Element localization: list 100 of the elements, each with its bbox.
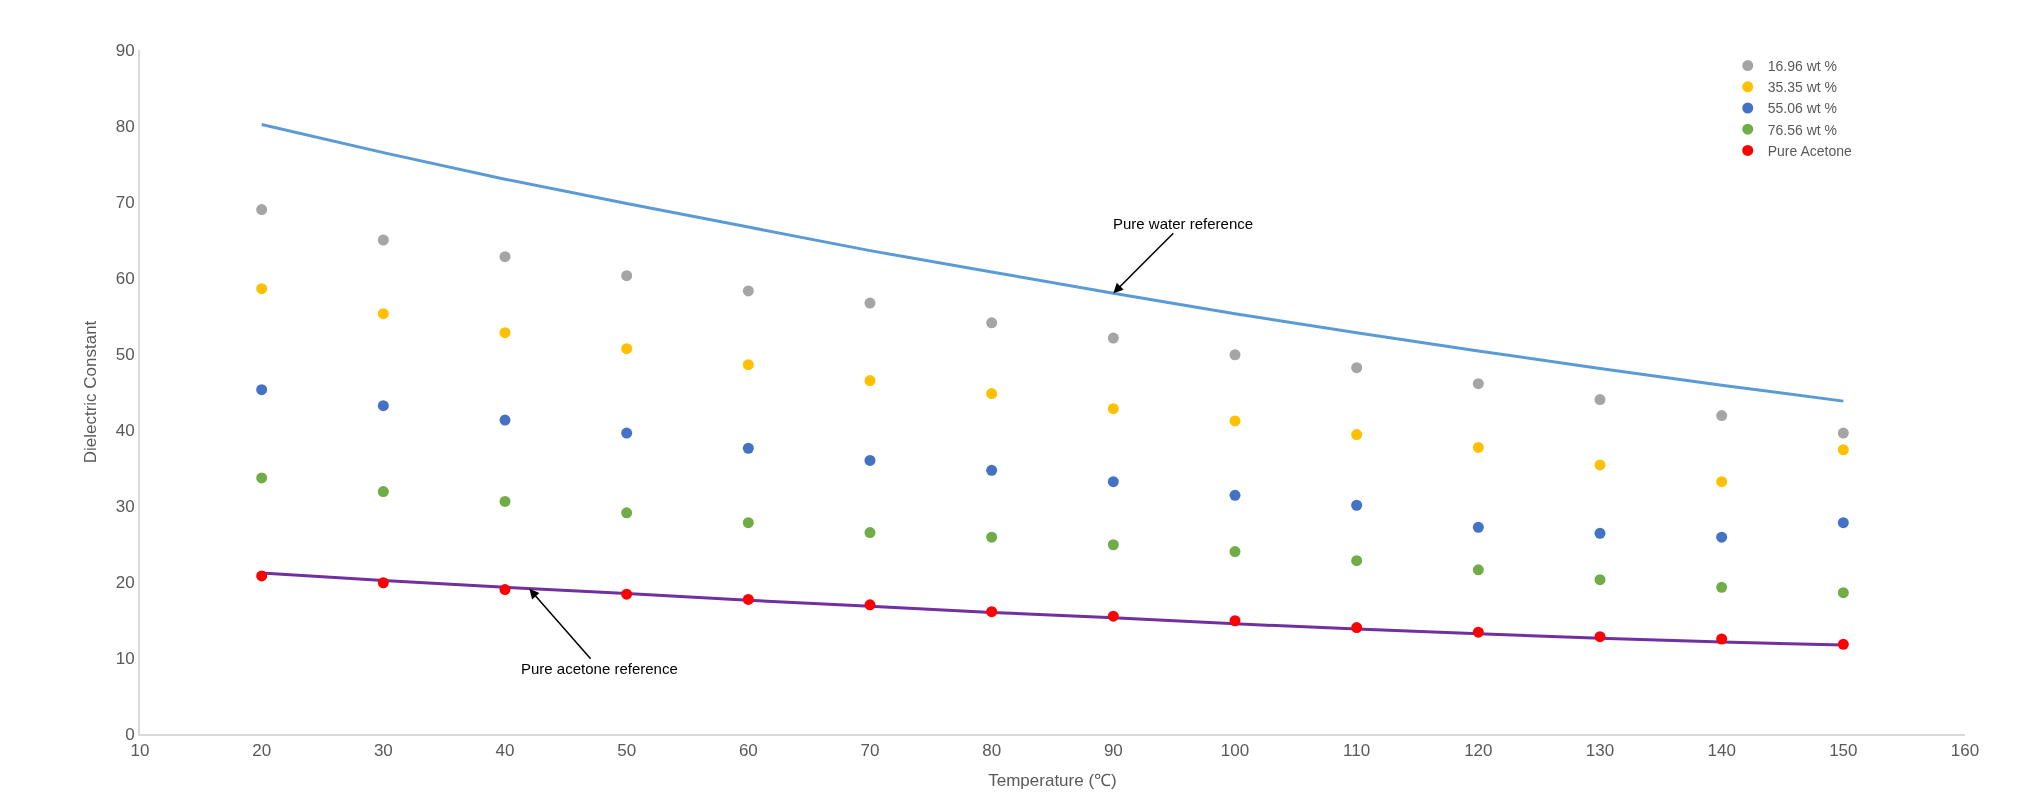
point: [377, 308, 389, 320]
point: [1472, 521, 1484, 533]
x-tick-label: 110: [1343, 741, 1371, 761]
point: [1594, 574, 1606, 586]
point: [1472, 626, 1484, 638]
point: [1351, 499, 1363, 511]
point: [1229, 415, 1241, 427]
point: [499, 584, 511, 596]
x-tick-label: 160: [1950, 741, 1980, 761]
point: [1837, 587, 1849, 599]
y-tick-label: 90: [115, 40, 135, 60]
point: [986, 317, 998, 329]
point: [256, 570, 268, 582]
point: [1229, 349, 1241, 361]
point: [499, 327, 511, 339]
point: [986, 606, 998, 618]
point: [1351, 555, 1363, 567]
y-axis-title: Dielectric Constant: [80, 320, 100, 464]
point: [1351, 622, 1363, 634]
legend-label: 16.96 wt %: [1767, 58, 1838, 75]
point: [1351, 429, 1363, 441]
x-tick-label: 100: [1220, 741, 1250, 761]
point: [621, 270, 633, 282]
point: [256, 204, 268, 216]
x-tick-label: 30: [373, 741, 393, 761]
y-tick-label: 10: [115, 648, 135, 668]
point: [986, 531, 998, 543]
point: [1107, 476, 1119, 488]
x-tick-label: 70: [860, 741, 880, 761]
point: [1472, 564, 1484, 576]
point: [1472, 441, 1484, 453]
x-axis-title: Temperature (℃): [988, 771, 1117, 791]
point: [742, 359, 754, 371]
point: [1716, 581, 1728, 593]
point: [1594, 631, 1606, 643]
point: [1107, 403, 1119, 415]
point: [1594, 527, 1606, 539]
point: [742, 442, 754, 454]
point: [742, 593, 754, 605]
x-tick-label: 120: [1464, 741, 1493, 761]
point: [986, 388, 998, 400]
point: [864, 527, 876, 539]
point: [377, 234, 389, 246]
point: [864, 375, 876, 387]
point: [1107, 610, 1119, 622]
y-tick-label: 70: [115, 192, 135, 212]
point: [621, 507, 633, 519]
legend-label: 55.06 wt %: [1767, 100, 1838, 117]
y-tick-label: 50: [115, 344, 135, 364]
point: [621, 427, 633, 439]
x-tick-label: 50: [617, 741, 637, 761]
x-tick-label: 130: [1585, 741, 1615, 761]
point: [499, 251, 511, 263]
point: [1716, 633, 1728, 645]
point: [864, 454, 876, 466]
point: [1229, 546, 1241, 558]
legend-label: Pure Acetone: [1767, 142, 1853, 159]
x-tick-label: 10: [130, 741, 150, 761]
point: [1594, 394, 1606, 406]
point: [621, 343, 633, 355]
point: [1594, 459, 1606, 471]
point: [1837, 427, 1849, 439]
point: [256, 283, 268, 295]
point: [1716, 531, 1728, 543]
annotation: Pure acetone reference: [521, 660, 678, 677]
annotation: Pure water reference: [1113, 215, 1254, 232]
y-tick-label: 40: [115, 420, 135, 440]
y-tick-label: 30: [115, 496, 135, 516]
point: [1107, 539, 1119, 551]
legend-label: 76.56 wt %: [1767, 121, 1838, 138]
x-tick-label: 60: [738, 741, 758, 761]
point: [499, 495, 511, 507]
point: [499, 414, 511, 426]
y-tick-label: 0: [125, 724, 135, 744]
x-tick-label: 140: [1707, 741, 1736, 761]
point: [377, 400, 389, 412]
point: [1837, 638, 1849, 650]
point: [1351, 362, 1363, 374]
point: [1716, 410, 1728, 422]
x-tick-label: 90: [1103, 741, 1123, 761]
point: [1837, 517, 1849, 529]
point: [1716, 476, 1728, 488]
point: [864, 297, 876, 309]
point: [621, 588, 633, 600]
x-tick-label: 150: [1829, 741, 1858, 761]
x-tick-label: 40: [495, 741, 515, 761]
x-tick-label: 20: [252, 741, 272, 761]
point: [1107, 332, 1119, 344]
y-tick-label: 80: [115, 116, 135, 136]
point: [1229, 615, 1241, 627]
point: [377, 486, 389, 498]
point: [1229, 489, 1241, 501]
point: [1837, 444, 1849, 456]
point: [986, 464, 998, 476]
y-tick-label: 20: [115, 572, 135, 592]
legend-label: 35.35 wt %: [1767, 79, 1838, 96]
point: [256, 472, 268, 484]
point: [742, 517, 754, 529]
point: [377, 577, 389, 589]
point: [1472, 378, 1484, 390]
